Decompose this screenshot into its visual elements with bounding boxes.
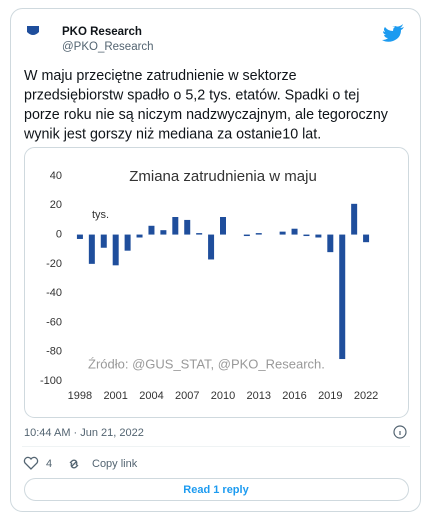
y-tick-label: -80	[46, 346, 62, 358]
bar	[112, 234, 119, 266]
x-tick-label: 2022	[354, 390, 378, 402]
chart-title: Zmiana zatrudnienia w maju	[129, 168, 317, 185]
bar	[279, 231, 286, 235]
bar	[291, 228, 298, 235]
bar	[196, 233, 203, 235]
bar	[172, 217, 179, 235]
bar	[208, 234, 215, 260]
x-tick-label: 2007	[175, 390, 199, 402]
bar	[100, 234, 107, 248]
y-tick-label: 0	[56, 228, 62, 240]
copy-link[interactable]: Copy link	[92, 458, 138, 470]
tweet-text-line: przedsiębiorstw spadło o 5,2 tys. etatów…	[24, 87, 359, 103]
bar	[184, 219, 191, 235]
avatar-logo	[27, 26, 39, 35]
reply-button-label: Read 1 reply	[183, 484, 249, 496]
unit-label: tys.	[92, 209, 109, 221]
tweet-text-line: W maju przeciętne zatrudnienie w sektorz…	[24, 68, 297, 84]
chart: Zmiana zatrudnienia w maju tys. Źródło: …	[40, 168, 378, 402]
y-tick-label: -20	[46, 258, 62, 270]
link-icon[interactable]	[69, 459, 79, 469]
bar	[303, 234, 310, 237]
tweet-text-line: wynik jest gorszy niż mediana za ostanie…	[23, 126, 321, 142]
bar	[220, 217, 226, 235]
bar	[255, 233, 262, 235]
tweet-text-line: porze roku nie są niczym nadzwyczajnym, …	[24, 107, 389, 123]
reply-button[interactable]	[24, 478, 409, 501]
author-name[interactable]: PKO Research	[62, 26, 142, 38]
x-tick-label: 2010	[211, 390, 235, 402]
x-tick-label: 2016	[282, 390, 306, 402]
bar	[76, 234, 83, 239]
bar	[339, 234, 346, 360]
bar	[136, 234, 143, 238]
y-tick-label: 20	[50, 199, 62, 211]
chart-source: Źródło: @GUS_STAT, @PKO_Research.	[88, 356, 325, 371]
like-count: 4	[46, 458, 52, 470]
chart-card[interactable]	[24, 147, 409, 418]
bar	[243, 234, 250, 237]
bar	[160, 230, 167, 235]
x-tick-label: 2001	[103, 390, 127, 402]
x-tick-label: 2013	[247, 390, 271, 402]
author-handle[interactable]: @PKO_Research	[62, 41, 154, 53]
y-tick-label: -40	[46, 287, 62, 299]
bar	[124, 234, 131, 251]
timestamp[interactable]: 10:44 AM · Jun 21, 2022	[24, 427, 144, 439]
y-tick-label: -60	[46, 316, 62, 328]
bar	[327, 234, 334, 253]
tweet-text: W maju przeciętne zatrudnienie w sektorz…	[23, 68, 389, 143]
twitter-logo[interactable]	[382, 24, 404, 42]
bar	[351, 203, 358, 235]
bar	[148, 225, 155, 235]
x-tick-label: 1998	[68, 390, 92, 402]
x-tick-label: 2019	[318, 390, 342, 402]
y-tick-label: -100	[40, 375, 62, 387]
bar	[315, 234, 322, 238]
bar	[88, 234, 95, 264]
info-icon[interactable]	[393, 425, 407, 439]
like-icon[interactable]	[23, 456, 39, 470]
x-tick-label: 2004	[139, 390, 163, 402]
y-tick-label: 40	[50, 170, 62, 182]
bar	[363, 234, 370, 243]
